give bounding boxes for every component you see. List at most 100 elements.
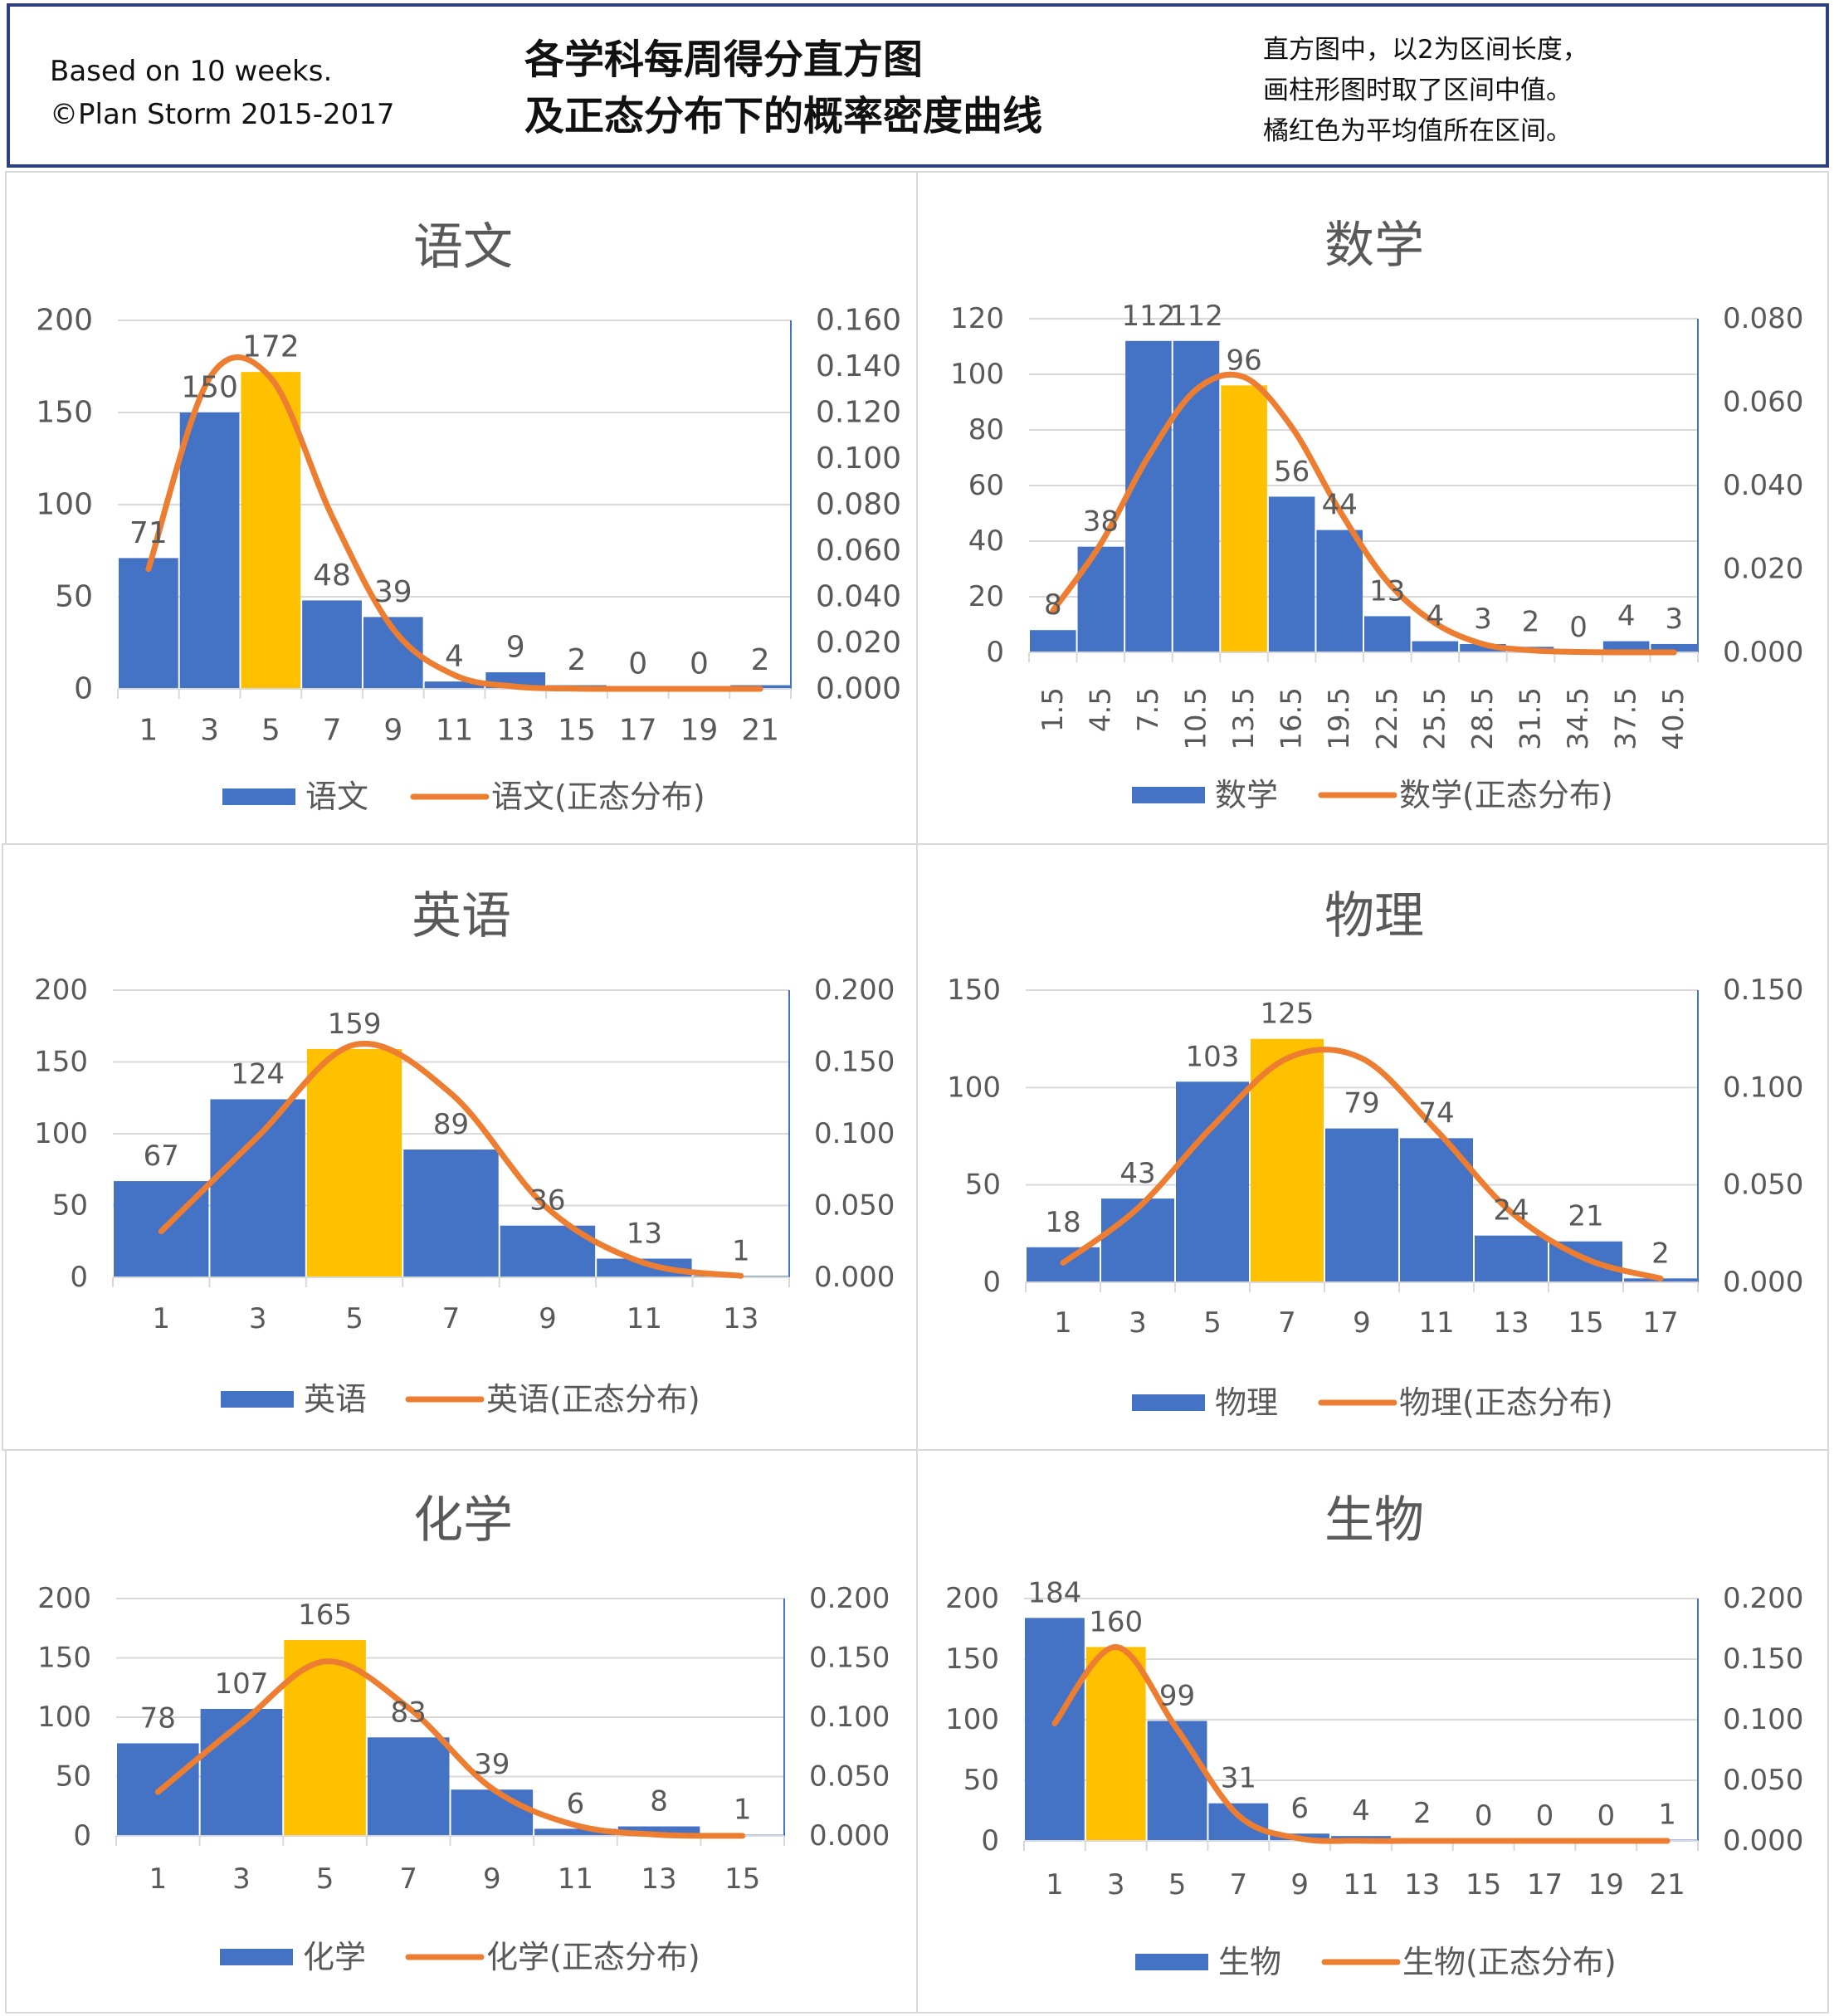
normal-curve-line — [1050, 371, 1677, 656]
x-tick-label: 5 — [1203, 1306, 1222, 1340]
x-tick-label: 19 — [680, 714, 719, 748]
y-tick-label: 150 — [947, 974, 1001, 1007]
header-note-3: 橘红色为平均值所在区间。 — [1263, 116, 1572, 146]
data-label: 18 — [1045, 1206, 1080, 1239]
y2-tick-label: 0.020 — [816, 626, 901, 660]
x-tick-label: 13 — [496, 714, 534, 748]
chart-chemistry-svg: 化学 0 50 100 150 200 0.000 0.050 0.100 0.150 0.200 1… — [37, 1491, 890, 1975]
bar — [617, 1826, 700, 1836]
y-tick-label: 150 — [36, 396, 93, 430]
y2-tick-label: 0.100 — [809, 1701, 890, 1734]
chart-panel-physics: 物理 0 50 100 150 0.000 0.050 0.100 0.150 1 3 5 7 9 11 13… — [916, 843, 1829, 1451]
data-label: 0 — [1536, 1799, 1554, 1833]
legend-bar-label: 生物 — [1218, 1944, 1281, 1980]
x-tick-label: 1 — [1046, 1868, 1064, 1901]
bar — [1651, 643, 1697, 652]
data-label: 79 — [1344, 1087, 1379, 1120]
y-tick-label: 100 — [947, 1071, 1001, 1104]
y-tick-label: 100 — [950, 358, 1004, 391]
legend-bar-swatch — [221, 1391, 294, 1408]
data-label: 8 — [650, 1785, 668, 1818]
bar — [1400, 1138, 1473, 1282]
bar — [119, 558, 178, 689]
page-title-line1: 各学科每周得分直方图 — [524, 37, 924, 83]
bar — [1325, 1128, 1398, 1282]
bar — [1475, 1235, 1548, 1282]
normal-curve-line — [1051, 1643, 1671, 1844]
bar — [1268, 496, 1315, 652]
data-label: 2 — [1651, 1237, 1670, 1270]
chart-chinese-svg: 语文0501001502000.0000.0200.0400.0600.0800… — [36, 218, 901, 815]
data-label: 89 — [433, 1108, 469, 1141]
x-tick-label: 11 — [1343, 1868, 1378, 1901]
data-label: 0 — [690, 647, 709, 681]
y2-tick-label: 0.150 — [809, 1642, 890, 1675]
data-label: 4 — [1352, 1794, 1370, 1828]
y-tick-label: 200 — [36, 304, 93, 338]
y-tick-label: 50 — [963, 1764, 999, 1797]
y2-tick-label: 0.150 — [1723, 1643, 1803, 1676]
chart-title: 生物 — [1324, 1491, 1424, 1550]
data-label: 2 — [1522, 605, 1540, 638]
x-tick-label: 3 — [232, 1862, 251, 1896]
x-tick-label: 13 — [641, 1862, 676, 1896]
data-label: 2 — [1413, 1797, 1432, 1830]
data-label: 4 — [445, 640, 464, 674]
legend-line-label: 语文(正态分布) — [491, 779, 705, 815]
x-tick-label: 21 — [741, 714, 779, 748]
y-tick-label: 100 — [36, 488, 93, 522]
x-tick-label: 15 — [724, 1862, 760, 1896]
x-tick-label: 9 — [383, 714, 402, 748]
x-tick-label: 1 — [1054, 1306, 1072, 1340]
data-label: 13 — [1369, 574, 1405, 608]
y-tick-label: 0 — [70, 1261, 88, 1294]
data-label: 99 — [1159, 1679, 1195, 1712]
y2-tick-label: 0.200 — [1723, 1582, 1803, 1615]
y-tick-label: 0 — [986, 636, 1004, 669]
page-title: 各学科每周得分直方图 及正态分布下的概率密度曲线 — [524, 32, 1042, 144]
y-tick-label: 100 — [945, 1703, 999, 1736]
data-label: 112 — [1121, 300, 1175, 333]
y2-tick-label: 0.080 — [1723, 302, 1803, 335]
data-label: 184 — [1027, 1576, 1081, 1609]
chart-title: 语文 — [413, 218, 513, 276]
x-tick-label: 5 — [345, 1302, 363, 1335]
bar — [210, 1099, 305, 1277]
data-label: 21 — [1568, 1200, 1603, 1233]
y2-tick-label: 0.000 — [1723, 1266, 1803, 1299]
x-tick-label: 31.5 — [1515, 687, 1548, 750]
legend-bar-swatch — [1135, 1954, 1208, 1970]
y2-tick-label: 0.040 — [1723, 469, 1803, 502]
y-tick-label: 200 — [945, 1582, 999, 1615]
data-label: 165 — [298, 1599, 352, 1632]
data-label: 1 — [732, 1234, 750, 1267]
bar — [1025, 1618, 1085, 1841]
y2-tick-label: 0.000 — [1723, 1824, 1803, 1857]
x-tick-label: 9 — [539, 1302, 557, 1335]
x-tick-label: 16.5 — [1276, 687, 1309, 750]
legend-line-label: 英语(正态分布) — [486, 1381, 700, 1418]
chart-title: 数学 — [1324, 217, 1424, 275]
x-tick-label: 17 — [619, 714, 657, 748]
chart-panel-biology: 生物 0 50 100 150 200 0.000 0.050 0.100 0.150 0.200 1… — [916, 1449, 1829, 2014]
y2-tick-label: 0.050 — [1723, 1764, 1803, 1797]
x-tick-label: 1 — [152, 1302, 170, 1335]
x-tick-label: 13 — [1493, 1306, 1529, 1340]
data-label: 1 — [734, 1794, 752, 1827]
header-note-2: 画柱形图时取了区间中值。 — [1263, 76, 1572, 105]
bar — [1101, 1198, 1174, 1282]
data-label: 4 — [1617, 600, 1636, 633]
y2-tick-label: 0.100 — [1723, 1071, 1803, 1104]
x-tick-label: 15 — [1568, 1306, 1603, 1340]
chart-panel-english: 英语 0 50 100 150 200 0.000 0.050 0.100 0.150 0.200 1… — [2, 843, 918, 1451]
data-label: 112 — [1169, 300, 1223, 333]
page-title-line2: 及正态分布下的概率密度曲线 — [524, 93, 1043, 139]
x-tick-label: 13.5 — [1227, 687, 1261, 750]
x-tick-label: 17 — [1527, 1868, 1563, 1901]
chart-panel-chemistry: 化学 0 50 100 150 200 0.000 0.050 0.100 0.150 0.200 1… — [5, 1449, 918, 2014]
x-tick-label: 7 — [1230, 1868, 1248, 1901]
data-label: 96 — [1226, 344, 1261, 377]
y2-tick-label: 0.060 — [816, 534, 901, 568]
y2-tick-label: 0.000 — [1723, 636, 1803, 669]
y2-tick-label: 0.120 — [816, 396, 901, 430]
